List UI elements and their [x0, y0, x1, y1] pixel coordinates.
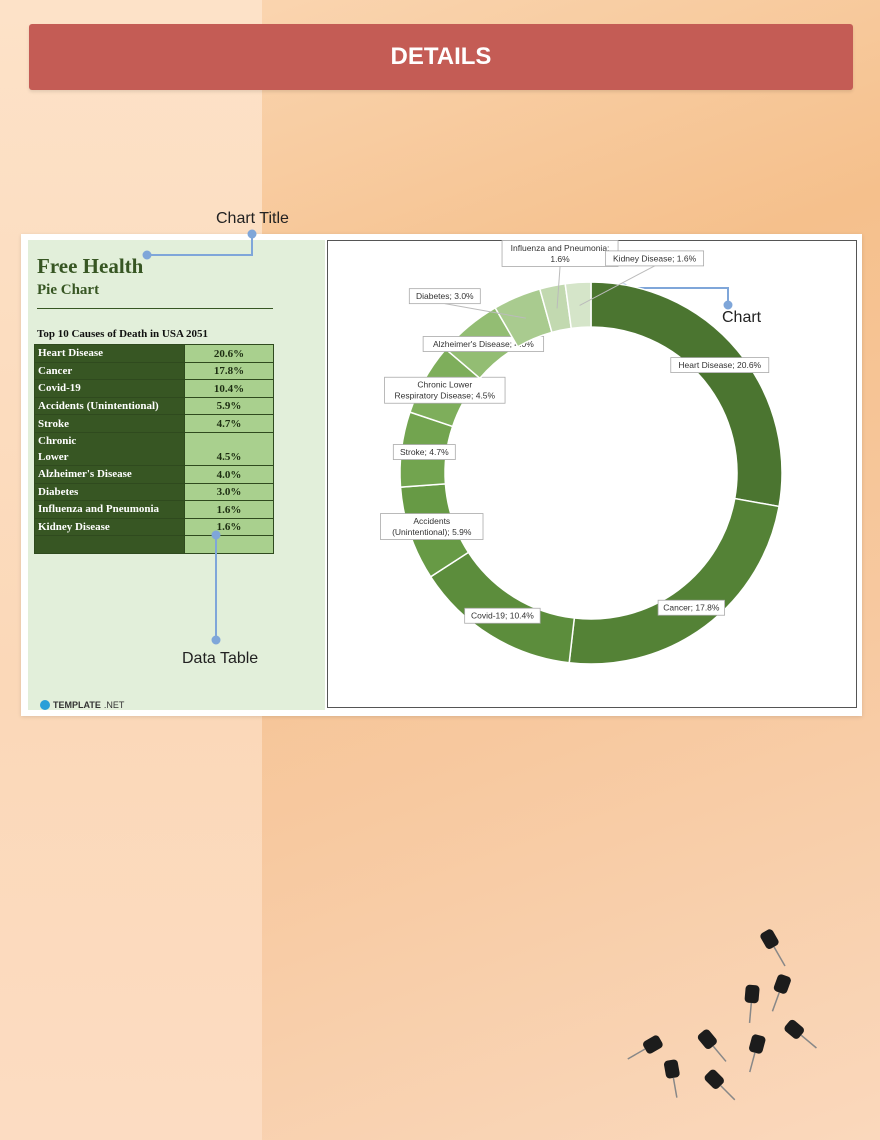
header: DETAILS	[29, 24, 853, 90]
cause-cell: Chronic Lower	[34, 431, 185, 466]
cause-cell: Influenza and Pneumonia	[34, 500, 185, 519]
annotation-dot	[247, 229, 257, 239]
cause-cell: Heart Disease	[34, 344, 185, 363]
data-label: Covid-19; 10.4%	[471, 611, 534, 621]
cause-cell: Stroke	[34, 414, 185, 433]
label-box	[464, 607, 541, 624]
data-label-line: Influenza and Pneumonia;	[511, 243, 610, 253]
data-label: Cancer; 17.8%	[663, 603, 720, 613]
table-title: Top 10 Causes of Death in USA 2051	[37, 328, 209, 340]
cause-cell: Cancer	[34, 361, 185, 381]
data-label: Alzheimer's Disease; 4.0%	[433, 339, 534, 349]
data-label: Accidents (Unintentional); 5.9%	[392, 516, 472, 537]
annotation-dot	[211, 635, 221, 645]
donut-segment: Cancer	[568, 497, 780, 665]
title-rule	[37, 308, 273, 309]
annotation-label: Data Table	[182, 650, 259, 667]
annotation-label: Chart Title	[216, 210, 289, 227]
data-label: Diabetes; 3.0%	[416, 291, 474, 301]
data-label: Chronic Lower Respiratory Disease; 4.5%	[394, 380, 495, 401]
label-box	[605, 250, 705, 267]
sheet-subtitle: Pie Chart	[37, 282, 100, 298]
annotation-line	[624, 287, 729, 305]
annotation-dot	[211, 530, 221, 540]
brand-icon	[40, 700, 50, 710]
annotation-dot	[723, 300, 733, 310]
table-row: Diabetes 3.0%	[34, 482, 274, 502]
label-box	[670, 357, 770, 374]
header-title: DETAILS	[390, 43, 492, 70]
data-label: Kidney Disease; 1.6%	[613, 253, 697, 263]
cause-cell: Alzheimer's Disease	[34, 464, 185, 484]
rate-cell: 20.6%	[184, 344, 274, 363]
rate-cell: 5.9%	[184, 396, 274, 416]
sheet-panel: Free Health Pie Chart Top 10 Causes of D…	[28, 240, 325, 710]
annotation-dot	[142, 250, 152, 260]
table-row: Accidents (Unintentional) 5.9%	[34, 396, 274, 416]
table-row: Heart Disease 20.6%	[34, 344, 274, 363]
pushpins	[627, 929, 817, 1101]
data-label: Influenza and Pneumonia; 1.6%	[511, 243, 610, 264]
data-label-line: Chronic Lower	[417, 380, 472, 390]
rate-cell: 10.4%	[184, 379, 274, 398]
data-table: Heart Disease 20.6% Cancer 17.8% Covid-19 10.…	[34, 344, 274, 554]
cause-cell: Covid-19	[34, 379, 185, 398]
table-row	[34, 535, 274, 554]
rate-cell: 4.7%	[184, 414, 274, 433]
data-label-line: Accidents	[413, 516, 450, 526]
leader-line	[556, 266, 561, 309]
label-box	[380, 513, 484, 540]
data-label: Stroke; 4.7%	[400, 447, 449, 457]
data-label-line: 1.6%	[550, 254, 570, 264]
donut-segment: Kidney Disease	[564, 281, 592, 330]
data-label-line: Respiratory Disease; 4.5%	[394, 391, 495, 401]
data-label: Heart Disease; 20.6%	[678, 360, 761, 370]
leader-line	[444, 303, 526, 319]
label-box	[384, 376, 506, 404]
rate-cell: 4.5%	[184, 431, 274, 466]
cause-cell: Diabetes	[34, 482, 185, 502]
sheet-title: Free Health	[37, 254, 144, 278]
brand-name: TEMPLATE	[53, 700, 101, 710]
annotation-line	[147, 234, 253, 256]
rate-cell	[184, 535, 274, 554]
table-row: Stroke 4.7%	[34, 414, 274, 433]
sheet-card: Free Health Pie Chart Top 10 Causes of D…	[21, 234, 862, 716]
table-row: Alzheimer's Disease 4.0%	[34, 464, 274, 484]
annotation-label: Chart	[722, 309, 762, 326]
cause-cell: Kidney Disease	[34, 517, 185, 537]
data-label-line: (Unintentional); 5.9%	[392, 527, 472, 537]
label-box	[408, 288, 481, 305]
label-box	[501, 240, 619, 267]
brand-suffix: .NET	[103, 700, 125, 710]
table-row: Chronic Lower 4.5%	[34, 431, 274, 466]
label-box	[657, 599, 726, 616]
brand: TEMPLATE .NET	[40, 700, 124, 710]
leader-line	[579, 265, 655, 306]
donut-segment: Covid-19	[429, 551, 576, 664]
table-row: Covid-19 10.4%	[34, 379, 274, 398]
cause-cell	[34, 535, 185, 554]
label-box	[392, 444, 456, 460]
rate-cell: 3.0%	[184, 482, 274, 502]
